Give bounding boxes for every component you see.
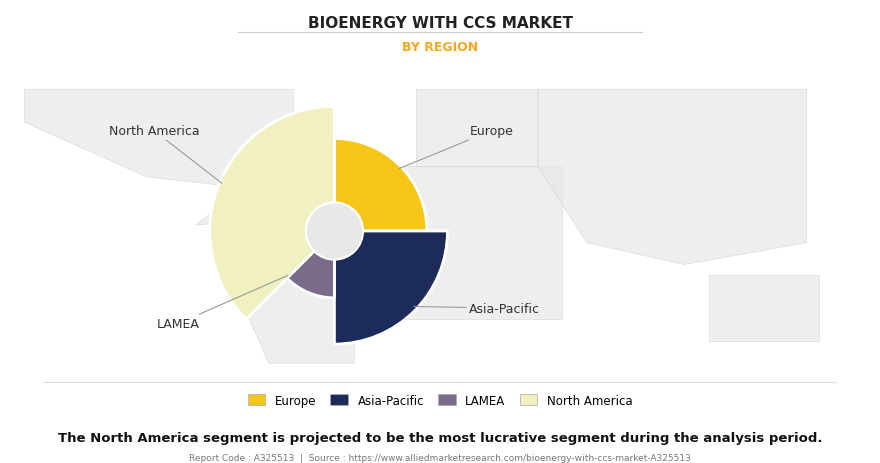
Text: LAMEA: LAMEA xyxy=(157,276,288,330)
Wedge shape xyxy=(334,232,447,344)
Text: Report Code : A325513  |  Source : https://www.alliedmarketresearch.com/bioenerg: Report Code : A325513 | Source : https:/… xyxy=(189,453,691,462)
Polygon shape xyxy=(415,90,538,167)
Text: BIOENERGY WITH CCS MARKET: BIOENERGY WITH CCS MARKET xyxy=(307,16,573,31)
Polygon shape xyxy=(25,90,293,225)
Text: North America: North America xyxy=(109,125,222,184)
Wedge shape xyxy=(334,139,427,232)
Polygon shape xyxy=(538,90,807,265)
Circle shape xyxy=(306,203,363,260)
Polygon shape xyxy=(391,167,562,319)
Wedge shape xyxy=(209,107,334,319)
Legend: Europe, Asia-Pacific, LAMEA, North America: Europe, Asia-Pacific, LAMEA, North Ameri… xyxy=(247,394,633,407)
Text: The North America segment is projected to be the most lucrative segment during t: The North America segment is projected t… xyxy=(58,432,822,444)
Text: BY REGION: BY REGION xyxy=(402,41,478,54)
Text: Europe: Europe xyxy=(400,125,513,169)
Wedge shape xyxy=(268,232,334,298)
Polygon shape xyxy=(709,276,819,342)
Polygon shape xyxy=(245,221,355,363)
Text: Asia-Pacific: Asia-Pacific xyxy=(414,302,540,315)
